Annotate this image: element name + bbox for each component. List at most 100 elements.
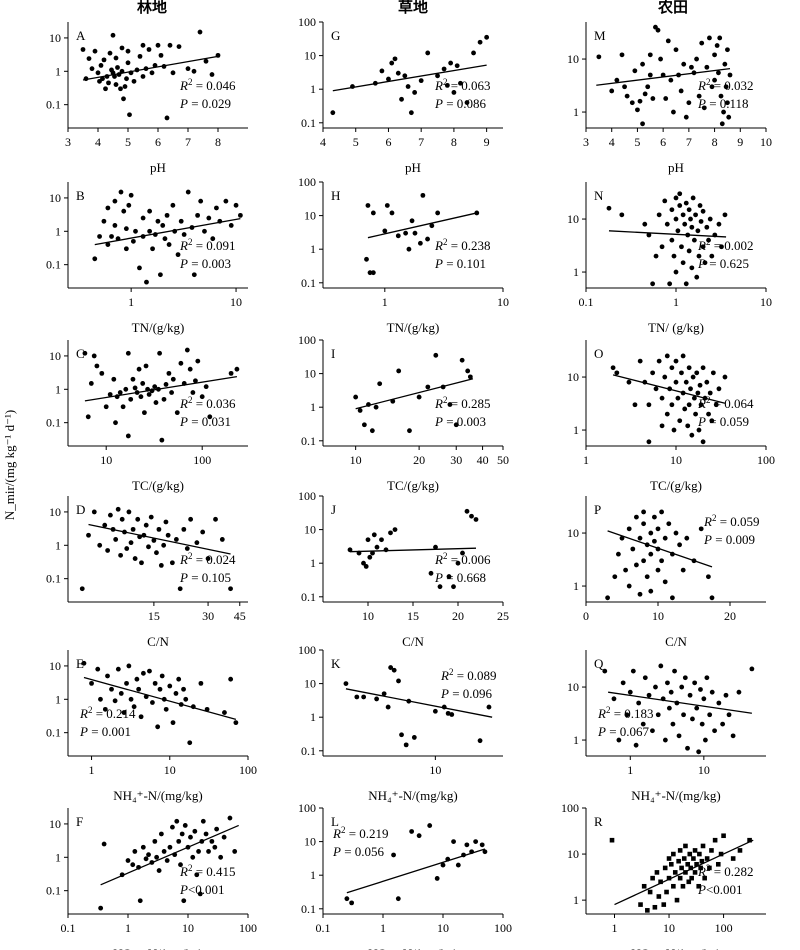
data-point-C bbox=[103, 404, 109, 410]
data-point-E bbox=[140, 670, 146, 676]
data-point-F bbox=[125, 858, 131, 863]
data-point-Q bbox=[658, 663, 664, 669]
x-tick-label-M: 7 bbox=[686, 135, 692, 149]
data-point-D bbox=[154, 550, 159, 556]
data-point-I bbox=[407, 428, 412, 434]
data-point-B bbox=[166, 242, 172, 247]
data-point-C bbox=[88, 381, 94, 386]
y-tick-label-F: 0.1 bbox=[46, 884, 61, 898]
data-point-O bbox=[669, 365, 675, 371]
data-point-E bbox=[105, 673, 110, 679]
data-point-G bbox=[444, 82, 450, 88]
data-point-C bbox=[228, 370, 234, 376]
data-point-P bbox=[677, 542, 682, 548]
data-point-C bbox=[117, 390, 123, 395]
data-point-B bbox=[181, 232, 187, 237]
data-point-L bbox=[344, 896, 350, 902]
r2-label-N: R2 = 0.002 bbox=[697, 237, 754, 253]
y-tick-label-B: 0.1 bbox=[46, 258, 61, 272]
p-label-O: P = 0.059 bbox=[697, 414, 749, 429]
data-point-P bbox=[648, 530, 654, 536]
data-point-D bbox=[113, 537, 119, 542]
r2-label-O: R2 = 0.064 bbox=[697, 395, 754, 411]
data-point-N bbox=[706, 237, 711, 243]
data-point-F bbox=[214, 826, 220, 832]
data-point-P bbox=[659, 558, 664, 564]
r2-label-L: R2 = 0.219 bbox=[332, 825, 389, 841]
data-point-A bbox=[191, 68, 197, 74]
panel-letter-C: C bbox=[76, 346, 85, 361]
p-label-A: P = 0.029 bbox=[179, 96, 231, 111]
data-point-F bbox=[98, 905, 104, 911]
data-point-M bbox=[704, 64, 710, 70]
data-point-Q bbox=[666, 705, 672, 711]
data-point-A bbox=[92, 48, 98, 54]
data-point-D bbox=[115, 506, 121, 512]
y-tick-label-J: 10 bbox=[304, 523, 316, 537]
panel-H: 0.1 1 10 100 1 10 H R2 = 0.238 P = 0.101 TN/(g/kg… bbox=[298, 175, 509, 335]
data-point-J bbox=[446, 574, 452, 579]
data-point-A bbox=[158, 52, 164, 58]
column-title-grassland: 草地 bbox=[398, 0, 428, 16]
data-point-B bbox=[214, 205, 219, 211]
fit-line-I bbox=[355, 378, 474, 410]
data-point-R bbox=[672, 870, 678, 875]
x-axis-label-Q: NH₄⁺-N/(mg/kg) bbox=[631, 788, 720, 803]
data-point-N bbox=[686, 207, 692, 213]
data-point-O bbox=[707, 390, 713, 396]
data-point-E bbox=[155, 724, 161, 730]
data-point-J bbox=[433, 544, 438, 550]
data-point-E bbox=[98, 696, 103, 702]
y-tick-label-A: 1 bbox=[55, 64, 61, 78]
data-point-R bbox=[676, 858, 681, 864]
data-point-Q bbox=[627, 689, 633, 695]
data-point-R bbox=[747, 837, 752, 843]
data-point-F bbox=[152, 838, 158, 844]
data-point-Q bbox=[636, 700, 642, 706]
data-point-R bbox=[704, 856, 710, 861]
y-tick-label-G: 100 bbox=[298, 15, 316, 29]
data-point-G bbox=[330, 110, 336, 116]
data-point-A bbox=[155, 42, 161, 48]
data-point-I bbox=[353, 394, 359, 400]
data-point-K bbox=[388, 665, 394, 670]
data-point-F bbox=[194, 872, 200, 878]
data-point-B bbox=[147, 228, 153, 234]
data-point-E bbox=[170, 720, 176, 726]
fit-line-R bbox=[614, 839, 754, 906]
data-point-H bbox=[389, 210, 395, 216]
y-tick-label-A: 0.1 bbox=[46, 98, 61, 112]
data-point-O bbox=[664, 353, 670, 359]
y-tick-label-C: 1 bbox=[55, 382, 61, 396]
data-point-C bbox=[113, 420, 118, 426]
data-point-P bbox=[616, 551, 621, 557]
data-point-D bbox=[165, 532, 171, 538]
y-tick-label-L: 1 bbox=[310, 868, 316, 882]
data-point-D bbox=[105, 548, 111, 553]
data-point-M bbox=[727, 72, 733, 78]
data-point-J bbox=[361, 560, 366, 566]
data-point-M bbox=[614, 77, 620, 83]
data-point-H bbox=[403, 230, 409, 236]
data-point-B bbox=[160, 223, 166, 228]
data-point-E bbox=[157, 686, 163, 692]
fit-line-J bbox=[349, 547, 477, 553]
data-point-I bbox=[459, 357, 465, 363]
data-point-P bbox=[698, 526, 704, 532]
data-point-F bbox=[176, 838, 182, 844]
data-point-N bbox=[683, 200, 689, 206]
data-point-D bbox=[118, 552, 124, 558]
data-point-E bbox=[131, 704, 137, 710]
p-label-P: P = 0.009 bbox=[703, 532, 755, 547]
data-point-C bbox=[170, 376, 176, 382]
r2-label-K: R2 = 0.089 bbox=[440, 667, 497, 683]
data-point-O bbox=[682, 406, 688, 412]
data-point-L bbox=[395, 896, 401, 902]
x-tick-label-M: 6 bbox=[660, 135, 666, 149]
data-point-R bbox=[647, 889, 653, 895]
data-point-A bbox=[146, 47, 152, 52]
fit-line-B bbox=[94, 217, 241, 246]
x-axis-label-N: TN/ (g/kg) bbox=[648, 320, 704, 335]
data-point-A bbox=[95, 70, 101, 76]
data-point-B bbox=[101, 218, 107, 224]
